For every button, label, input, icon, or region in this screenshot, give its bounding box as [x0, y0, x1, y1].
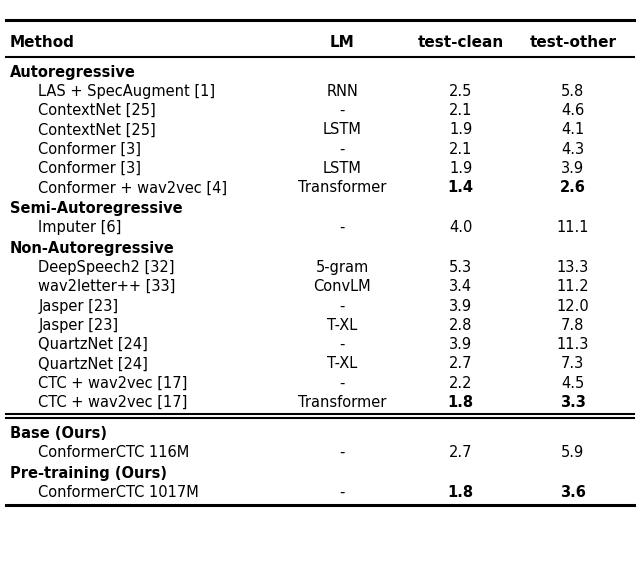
Text: -: - [340, 376, 345, 391]
Text: Imputer [6]: Imputer [6] [38, 220, 122, 235]
Text: LSTM: LSTM [323, 161, 362, 176]
Text: 4.1: 4.1 [561, 122, 584, 137]
Text: ContextNet [25]: ContextNet [25] [38, 103, 156, 118]
Text: 2.8: 2.8 [449, 318, 472, 333]
Text: RNN: RNN [326, 84, 358, 99]
Text: Transformer: Transformer [298, 180, 387, 195]
Text: QuartzNet [24]: QuartzNet [24] [38, 337, 148, 352]
Text: LM: LM [330, 35, 355, 50]
Text: -: - [340, 484, 345, 500]
Text: 11.3: 11.3 [557, 337, 589, 352]
Text: -: - [340, 142, 345, 157]
Text: wav2letter++ [33]: wav2letter++ [33] [38, 279, 176, 294]
Text: test-other: test-other [529, 35, 616, 50]
Text: 1.9: 1.9 [449, 161, 472, 176]
Text: LSTM: LSTM [323, 122, 362, 137]
Text: 11.2: 11.2 [557, 279, 589, 294]
Text: Jasper [23]: Jasper [23] [38, 318, 118, 333]
Text: 3.9: 3.9 [449, 298, 472, 314]
Text: 3.6: 3.6 [560, 484, 586, 500]
Text: Conformer + wav2vec [4]: Conformer + wav2vec [4] [38, 180, 228, 195]
Text: Method: Method [10, 35, 74, 50]
Text: Conformer [3]: Conformer [3] [38, 161, 141, 176]
Text: 2.7: 2.7 [449, 445, 472, 460]
Text: ConvLM: ConvLM [314, 279, 371, 294]
Text: 5.8: 5.8 [561, 84, 584, 99]
Text: 4.3: 4.3 [561, 142, 584, 157]
Text: ConformerCTC 1017M: ConformerCTC 1017M [38, 484, 199, 500]
Text: 3.4: 3.4 [449, 279, 472, 294]
Text: -: - [340, 103, 345, 118]
Text: DeepSpeech2 [32]: DeepSpeech2 [32] [38, 260, 175, 275]
Text: 12.0: 12.0 [556, 298, 589, 314]
Text: Pre-training (Ours): Pre-training (Ours) [10, 466, 166, 481]
Text: Base (Ours): Base (Ours) [10, 426, 107, 441]
Text: 1.4: 1.4 [448, 180, 474, 195]
Text: QuartzNet [24]: QuartzNet [24] [38, 356, 148, 371]
Text: 4.6: 4.6 [561, 103, 584, 118]
Text: 1.8: 1.8 [448, 484, 474, 500]
Text: test-clean: test-clean [418, 35, 504, 50]
Text: 3.9: 3.9 [449, 337, 472, 352]
Text: 4.5: 4.5 [561, 376, 584, 391]
Text: -: - [340, 220, 345, 235]
Text: 7.8: 7.8 [561, 318, 584, 333]
Text: 3.9: 3.9 [561, 161, 584, 176]
Text: 5-gram: 5-gram [316, 260, 369, 275]
Text: Non-Autoregressive: Non-Autoregressive [10, 241, 174, 256]
Text: T-XL: T-XL [327, 356, 358, 371]
Text: 2.1: 2.1 [449, 103, 472, 118]
Text: 5.3: 5.3 [449, 260, 472, 275]
Text: 2.1: 2.1 [449, 142, 472, 157]
Text: 3.3: 3.3 [560, 395, 586, 410]
Text: 13.3: 13.3 [557, 260, 589, 275]
Text: ContextNet [25]: ContextNet [25] [38, 122, 156, 137]
Text: 2.6: 2.6 [560, 180, 586, 195]
Text: -: - [340, 445, 345, 460]
Text: 1.9: 1.9 [449, 122, 472, 137]
Text: 5.9: 5.9 [561, 445, 584, 460]
Text: -: - [340, 337, 345, 352]
Text: 2.7: 2.7 [449, 356, 472, 371]
Text: 11.1: 11.1 [557, 220, 589, 235]
Text: ConformerCTC 116M: ConformerCTC 116M [38, 445, 189, 460]
Text: CTC + wav2vec [17]: CTC + wav2vec [17] [38, 376, 188, 391]
Text: Conformer [3]: Conformer [3] [38, 142, 141, 157]
Text: LAS + SpecAugment [1]: LAS + SpecAugment [1] [38, 84, 216, 99]
Text: T-XL: T-XL [327, 318, 358, 333]
Text: 2.5: 2.5 [449, 84, 472, 99]
Text: Semi-Autoregressive: Semi-Autoregressive [10, 201, 182, 216]
Text: Transformer: Transformer [298, 395, 387, 410]
Text: 7.3: 7.3 [561, 356, 584, 371]
Text: 1.8: 1.8 [448, 395, 474, 410]
Text: Jasper [23]: Jasper [23] [38, 298, 118, 314]
Text: 4.0: 4.0 [449, 220, 472, 235]
Text: 2.2: 2.2 [449, 376, 472, 391]
Text: -: - [340, 298, 345, 314]
Text: CTC + wav2vec [17]: CTC + wav2vec [17] [38, 395, 188, 410]
Text: Autoregressive: Autoregressive [10, 65, 136, 80]
